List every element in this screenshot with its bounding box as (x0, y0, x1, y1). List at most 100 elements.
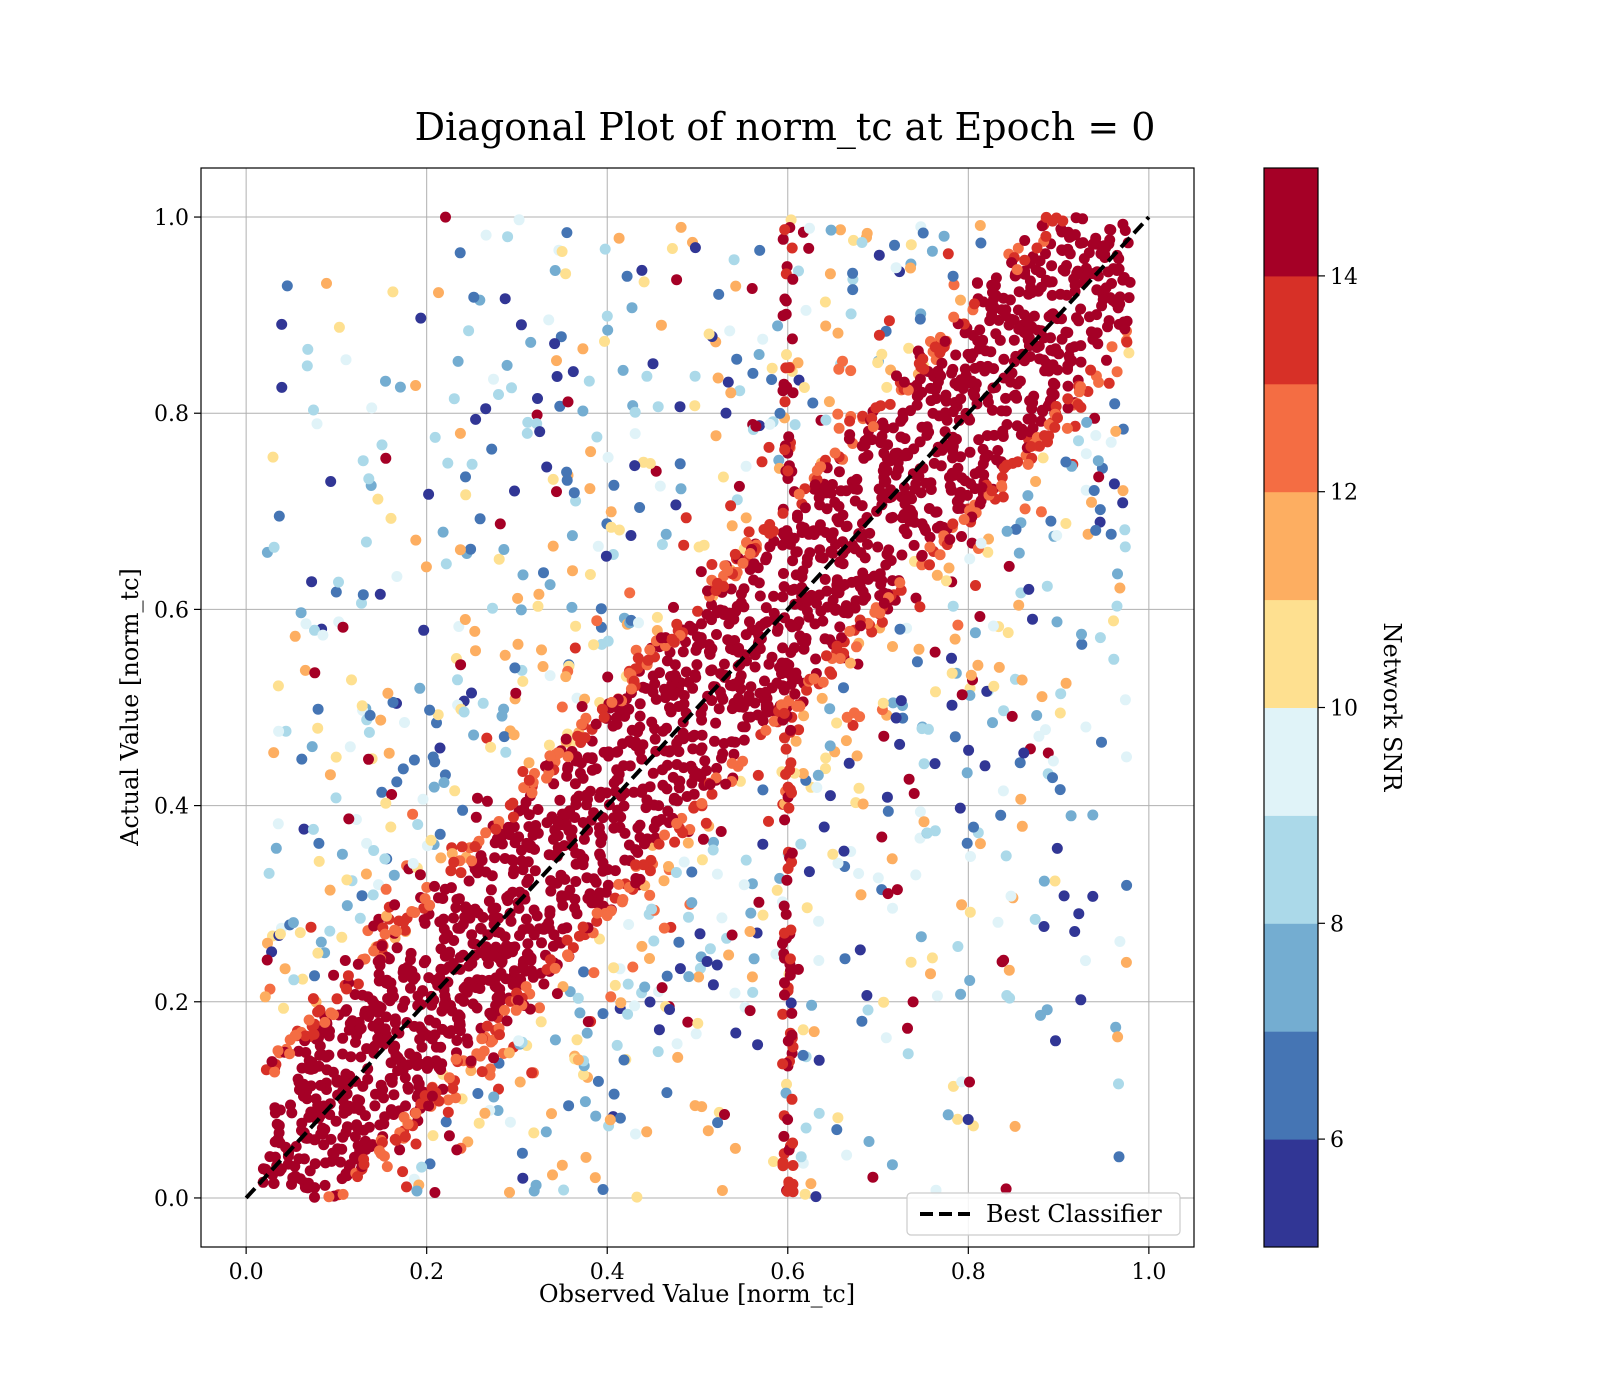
scatter-point (483, 958, 494, 969)
scatter-point (963, 744, 975, 756)
scatter-point (974, 838, 986, 850)
scatter-point (1015, 793, 1027, 805)
scatter-point (944, 534, 956, 545)
scatter-point (955, 393, 967, 405)
scatter-point (636, 940, 648, 952)
scatter-point (309, 667, 321, 679)
scatter-point (777, 1058, 789, 1070)
scatter-point (608, 822, 620, 834)
scatter-point (438, 999, 450, 1011)
scatter-point (621, 270, 633, 282)
scatter-point (630, 859, 641, 871)
scatter-point (965, 669, 977, 681)
scatter-point (895, 695, 907, 707)
scatter-point (488, 1052, 500, 1064)
scatter-point (677, 646, 689, 658)
scatter-point (1022, 490, 1034, 502)
scatter-point (522, 856, 534, 868)
scatter-point (959, 475, 971, 487)
scatter-point (922, 723, 934, 735)
scatter-point (1075, 994, 1087, 1006)
scatter-point (528, 1127, 540, 1139)
scatter-point (1031, 242, 1043, 254)
scatter-point (766, 362, 778, 374)
scatter-point (360, 1143, 372, 1155)
scatter-point (561, 770, 573, 782)
scatter-point (1018, 747, 1030, 759)
scatter-point (356, 597, 367, 609)
scatter-point (783, 802, 795, 814)
scatter-point (1035, 415, 1047, 427)
scatter-point (675, 483, 687, 495)
scatter-point (388, 1089, 400, 1101)
scatter-point (341, 874, 353, 886)
scatter-point (1057, 264, 1069, 276)
scatter-point (454, 247, 466, 259)
scatter-point (1107, 263, 1119, 275)
scatter-point (1062, 243, 1074, 255)
scatter-point (472, 1088, 484, 1099)
scatter-point (372, 1007, 384, 1018)
scatter-point (655, 319, 667, 331)
scatter-point (655, 632, 667, 644)
scatter-point (845, 308, 857, 320)
scatter-point (835, 224, 846, 236)
scatter-point (796, 521, 807, 533)
scatter-point (1096, 736, 1107, 748)
scatter-point (716, 1185, 728, 1196)
scatter-point (562, 761, 574, 773)
scatter-point (778, 927, 790, 939)
scatter-point (260, 1163, 271, 1175)
scatter-point (1026, 413, 1038, 425)
scatter-point (336, 848, 348, 860)
scatter-point (803, 528, 815, 540)
scatter-point (770, 948, 782, 960)
scatter-point (716, 691, 728, 703)
scatter-point (279, 963, 291, 975)
scatter-point (745, 681, 757, 693)
scatter-point (663, 861, 674, 872)
scatter-point (381, 974, 393, 986)
chart-title: Diagonal Plot of norm_tc at Epoch = 0 (415, 105, 1156, 150)
scatter-point (1069, 229, 1081, 241)
scatter-point (590, 763, 602, 775)
scatter-point (615, 790, 627, 802)
scatter-point (409, 907, 421, 918)
scatter-point (638, 859, 649, 871)
scatter-point (426, 1090, 438, 1102)
scatter-point (560, 733, 572, 745)
scatter-point (591, 915, 603, 927)
scatter-point (486, 870, 498, 882)
scatter-point (818, 821, 830, 833)
scatter-point (878, 730, 890, 742)
scatter-point (1080, 721, 1092, 733)
scatter-point (273, 725, 285, 737)
scatter-point (1120, 956, 1132, 968)
scatter-point (434, 971, 446, 983)
scatter-point (1070, 212, 1082, 224)
scatter-point (909, 483, 921, 495)
scatter-point (1056, 226, 1068, 238)
scatter-point (703, 328, 715, 340)
scatter-point (714, 604, 726, 616)
scatter-point (800, 304, 812, 316)
colorbar-segment (1264, 491, 1318, 601)
scatter-point (1086, 496, 1097, 508)
scatter-point (618, 1054, 630, 1066)
scatter-point (686, 777, 698, 789)
scatter-point (608, 962, 620, 974)
scatter-point (611, 1039, 623, 1051)
scatter-point (465, 543, 477, 555)
scatter-point (666, 243, 678, 254)
scatter-point (815, 551, 826, 563)
scatter-point (448, 912, 459, 924)
scatter-point (549, 1034, 561, 1046)
scatter-point (796, 571, 808, 583)
scatter-point (274, 1137, 286, 1149)
scatter-point (968, 298, 980, 310)
scatter-point (1066, 355, 1078, 367)
scatter-point (360, 536, 372, 548)
scatter-point (797, 1024, 809, 1036)
scatter-point (863, 1136, 875, 1147)
scatter-point (786, 787, 797, 799)
